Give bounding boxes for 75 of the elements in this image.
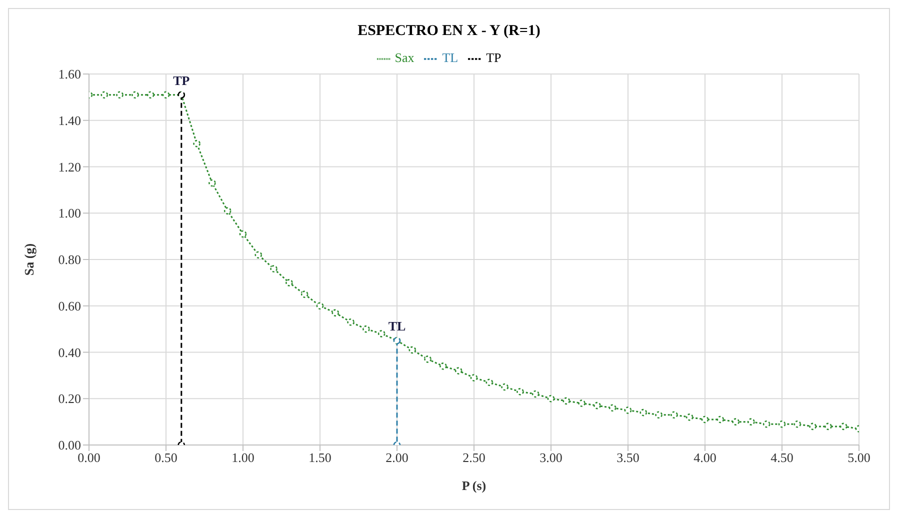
point bbox=[562, 397, 570, 405]
point bbox=[809, 422, 816, 430]
point bbox=[193, 140, 200, 148]
point bbox=[501, 383, 508, 391]
y-tick-label: 0.60 bbox=[58, 298, 81, 314]
y-tick-label: 1.00 bbox=[58, 206, 81, 221]
y-tick-label: 0.40 bbox=[58, 344, 81, 360]
x-tick-label: 1.00 bbox=[232, 450, 254, 466]
x-tick-label: 0.50 bbox=[154, 450, 178, 466]
point bbox=[594, 402, 601, 410]
point bbox=[732, 418, 740, 426]
y-tick-label: 0.80 bbox=[58, 252, 81, 268]
point bbox=[486, 378, 494, 386]
x-tick-label: 4.50 bbox=[770, 450, 794, 466]
x-tick-label: 2.00 bbox=[386, 450, 408, 466]
point bbox=[332, 309, 340, 316]
x-axis-title: P (s) bbox=[462, 478, 486, 493]
point bbox=[347, 318, 354, 326]
point bbox=[778, 420, 786, 428]
point bbox=[286, 279, 293, 286]
point bbox=[470, 374, 478, 382]
point bbox=[824, 422, 832, 430]
point bbox=[794, 420, 802, 428]
point bbox=[532, 390, 540, 398]
point bbox=[316, 302, 324, 310]
point bbox=[270, 265, 278, 272]
y-tick-label: 0.00 bbox=[58, 438, 81, 453]
x-tick-label: 1.50 bbox=[308, 450, 332, 466]
x-tick-label: 5.00 bbox=[848, 450, 870, 466]
point bbox=[547, 394, 555, 402]
point bbox=[716, 416, 724, 424]
point bbox=[516, 388, 524, 396]
annotation: TL bbox=[388, 318, 406, 334]
point bbox=[640, 408, 648, 416]
legend-label: TP bbox=[486, 50, 502, 65]
point bbox=[254, 251, 262, 259]
y-tick-label: 1.60 bbox=[58, 66, 81, 82]
point bbox=[624, 406, 632, 414]
point bbox=[840, 422, 848, 430]
point bbox=[116, 91, 124, 99]
y-axis-title: Sa (g) bbox=[22, 243, 37, 276]
legend-label: Sax bbox=[394, 50, 414, 65]
chart-title: ESPECTRO EN X - Y (R=1) bbox=[356, 22, 542, 40]
point bbox=[454, 367, 462, 374]
point bbox=[362, 325, 370, 333]
point bbox=[378, 330, 386, 338]
y-tick-label: 1.20 bbox=[58, 159, 81, 174]
legend-label: TL bbox=[442, 50, 458, 65]
point bbox=[162, 91, 170, 99]
point bbox=[239, 230, 247, 238]
point bbox=[224, 207, 232, 214]
point bbox=[655, 411, 662, 419]
point bbox=[608, 404, 616, 412]
point bbox=[408, 346, 416, 354]
point bbox=[440, 362, 447, 370]
x-tick-label: 4.00 bbox=[694, 450, 716, 466]
x-tick-label: 2.50 bbox=[462, 450, 486, 466]
y-tick-label: 1.40 bbox=[58, 113, 81, 128]
point bbox=[208, 179, 216, 187]
point bbox=[132, 91, 139, 99]
annotation: TP bbox=[173, 72, 190, 88]
point bbox=[686, 414, 694, 421]
point bbox=[300, 290, 308, 298]
x-tick-label: 3.50 bbox=[616, 450, 640, 466]
x-tick-label: 0.00 bbox=[78, 450, 100, 466]
x-tick-label: 3.00 bbox=[540, 450, 562, 466]
point bbox=[670, 411, 678, 419]
point bbox=[100, 91, 108, 99]
point bbox=[701, 416, 709, 424]
y-tick-label: 0.20 bbox=[58, 391, 81, 406]
point bbox=[146, 91, 154, 99]
point bbox=[578, 400, 586, 407]
point bbox=[424, 356, 432, 363]
point bbox=[762, 420, 770, 428]
point bbox=[748, 418, 755, 426]
